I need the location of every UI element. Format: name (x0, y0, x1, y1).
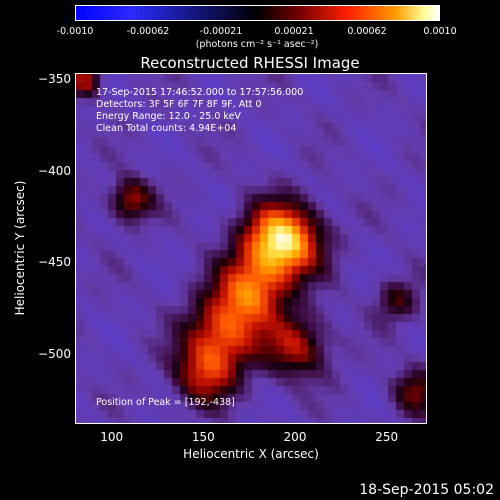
x-axis-label: Heliocentric X (arcsec) (183, 447, 319, 461)
x-tick-label: 150 (191, 430, 215, 444)
annotation-time: 17-Sep-2015 17:46:52.000 to 17:57:56.000 (96, 87, 304, 98)
colorbar (75, 5, 440, 21)
colorbar-tick-label: 0.00062 (347, 26, 387, 37)
colorbar-tick-label: 0.0010 (423, 26, 457, 37)
timestamp: 18-Sep-2015 05:02 (359, 482, 494, 498)
colorbar-tick-label: -0.00062 (126, 26, 170, 37)
heatmap-image (76, 74, 426, 423)
y-tick-label: −450 (38, 255, 71, 270)
colorbar-units: (photons cm⁻² s⁻¹ asec⁻²) (195, 39, 319, 50)
y-tick-label: −400 (38, 163, 71, 178)
y-tick-label: −500 (38, 346, 71, 361)
colorbar-tick-label: 0.00021 (274, 26, 314, 37)
annotation-detectors: Detectors: 3F 5F 6F 7F 8F 9F, Att 0 (96, 99, 262, 110)
annotation-energy: Energy Range: 12.0 - 25.0 keV (96, 111, 241, 122)
annotation-peak: Position of Peak = [192,-438] (96, 397, 235, 408)
plot-area: 17-Sep-2015 17:46:52.000 to 17:57:56.000… (75, 73, 427, 424)
y-tick-label: −350 (38, 72, 71, 87)
chart-title: Reconstructed RHESSI Image (140, 54, 360, 72)
y-axis-label: Heliocentric Y (arcsec) (13, 180, 27, 316)
x-tick-label: 250 (375, 430, 399, 444)
x-tick-label: 100 (100, 430, 124, 444)
colorbar-tick-label: -0.00021 (199, 26, 243, 37)
colorbar-tick-label: -0.0010 (56, 26, 94, 37)
x-tick-label: 200 (283, 430, 307, 444)
annotation-clean: Clean Total counts: 4.94E+04 (96, 123, 237, 134)
